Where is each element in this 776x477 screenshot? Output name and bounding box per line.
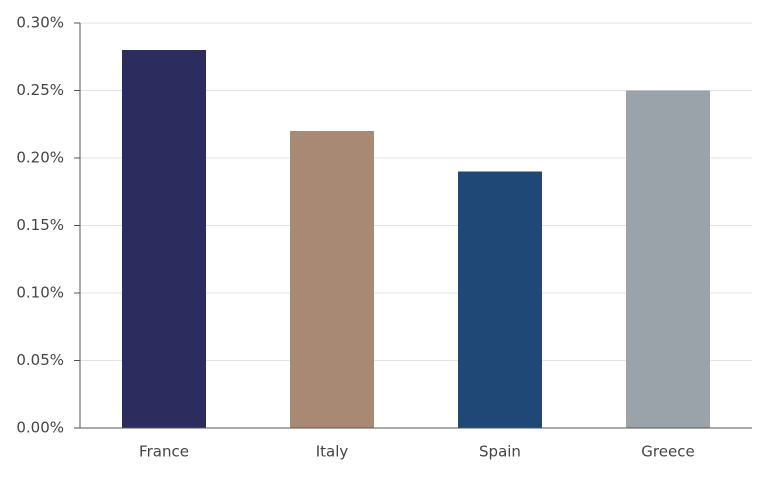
- bar: [122, 50, 206, 428]
- x-tick-label: Spain: [479, 443, 521, 461]
- y-tick-label: 0.20%: [16, 149, 64, 167]
- bar: [458, 171, 542, 428]
- bar: [626, 90, 710, 428]
- x-tick-label: Greece: [641, 443, 694, 461]
- y-tick-label: 0.25%: [16, 81, 64, 99]
- x-tick-label: Italy: [316, 443, 349, 461]
- y-tick-label: 0.05%: [16, 351, 64, 369]
- y-tick-label: 0.10%: [16, 284, 64, 302]
- x-tick-label: France: [139, 443, 189, 461]
- y-tick-label: 0.30%: [16, 14, 64, 32]
- bar: [290, 131, 374, 428]
- y-tick-label: 0.15%: [16, 216, 64, 234]
- y-tick-label: 0.00%: [16, 419, 64, 437]
